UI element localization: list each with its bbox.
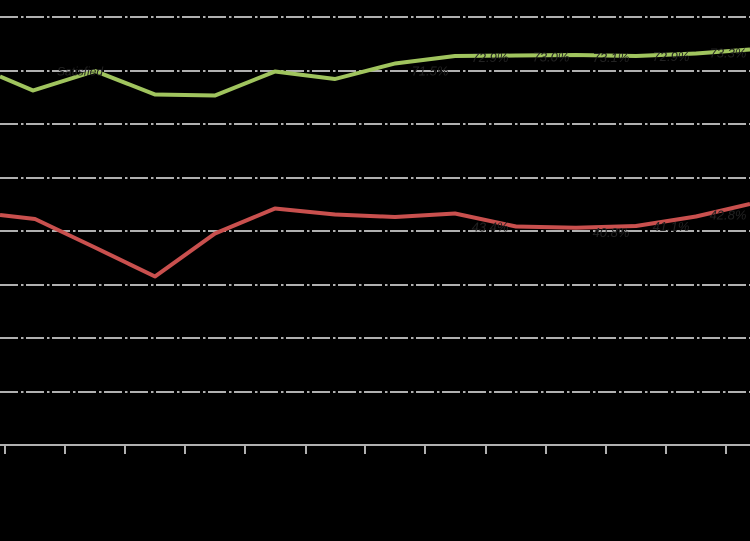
svg-text:73.1%: 73.1% bbox=[593, 50, 630, 65]
svg-text:73.3%: 73.3% bbox=[710, 46, 747, 61]
svg-text:40.8%: 40.8% bbox=[593, 225, 630, 240]
svg-text:73.0%: 73.0% bbox=[533, 50, 570, 65]
svg-text:Satisfied: Satisfied bbox=[57, 65, 103, 79]
svg-text:72.9%: 72.9% bbox=[472, 50, 509, 65]
svg-text:72.9%: 72.9% bbox=[653, 49, 690, 64]
svg-text:41.1%: 41.1% bbox=[653, 219, 690, 234]
svg-text:71.5%: 71.5% bbox=[412, 64, 449, 79]
svg-text:43.4%: 43.4% bbox=[472, 220, 509, 235]
svg-text:42.8%: 42.8% bbox=[710, 208, 747, 223]
